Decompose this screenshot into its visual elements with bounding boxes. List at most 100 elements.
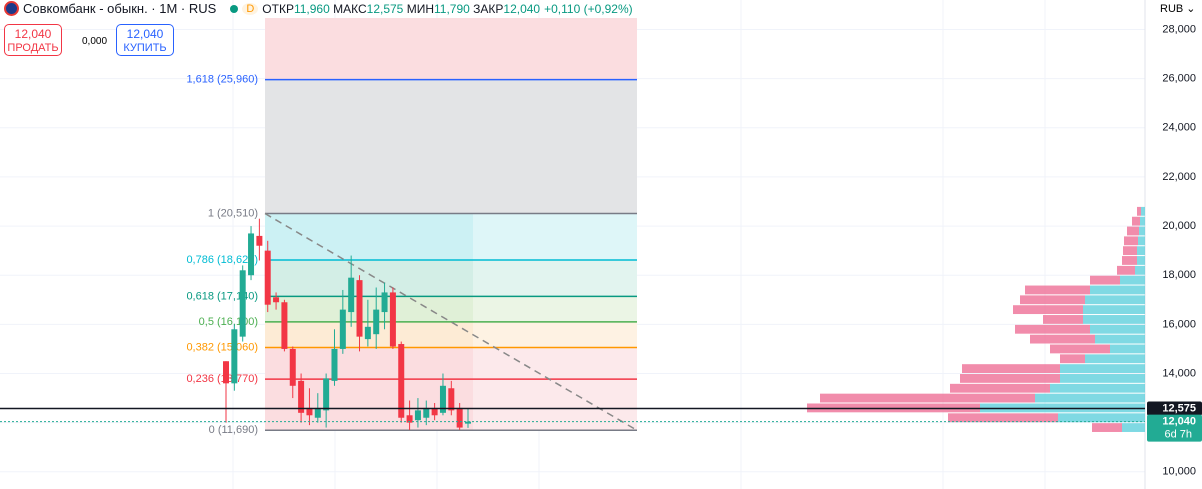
candle-body [239,270,246,337]
candle-body [231,329,238,384]
vp-down [1092,423,1122,432]
vp-down [962,364,1060,374]
candle-body [439,385,446,413]
vp-up [1110,344,1145,354]
vp-up [1140,216,1145,226]
price-tag [1147,414,1202,442]
vp-up [1141,206,1145,216]
fib-zone [265,259,637,297]
vp-down [950,383,1050,393]
stat-label: МИН [406,1,434,16]
sell-price: 12,040 [14,27,52,41]
stats: ОТКР11,960 МАКС12,575 МИН11,790 ЗАКР12,0… [262,2,540,16]
vp-down [1123,246,1137,256]
fib-zone [265,79,637,214]
vp-down [1117,265,1135,275]
candle-body [423,407,430,418]
vp-up [1137,256,1145,265]
fib-zone [265,347,637,380]
candle-body [406,415,413,423]
candle-body [348,277,355,313]
fib-label: 1 (20,510) [208,207,258,219]
candle-body [306,407,313,416]
fib-label: 0,5 (16,100) [199,316,258,328]
candle-body [264,250,271,305]
vp-down [1025,285,1090,295]
vp-up [1137,246,1145,256]
y-tick-label: 26,000 [1162,73,1196,85]
candle-body [223,361,229,384]
stat-value: 12,575 [366,1,404,16]
vp-down [1015,324,1090,334]
candle-body [323,378,330,411]
vp-up [1035,393,1145,403]
sell-button[interactable]: 12,040 ПРОДАТЬ [4,24,62,56]
fib-label: 0,786 (18,620) [186,254,258,266]
fib-zone [265,321,637,348]
candle-body [373,309,380,335]
badge: D [242,2,259,15]
buy-label: КУПИТЬ [123,42,167,54]
vp-up [1060,374,1145,383]
vp-up [1050,383,1145,393]
candle-body [339,309,346,349]
vp-down [960,374,1060,383]
candle-body [398,344,405,418]
candle-body [298,380,305,413]
price-tag-note: 6d 7h [1164,429,1192,441]
vp-down [1030,334,1095,344]
stat-value: 11,790 [434,1,470,16]
candle-body [431,407,438,416]
fib-label: 0,382 (15,060) [186,341,258,353]
vp-up [1085,354,1145,364]
currency-label: RUB [1160,3,1184,15]
candle-body [456,407,463,428]
candle-body [273,297,280,303]
currency[interactable]: RUB ⌄ [1160,3,1196,15]
fib-zone-top [265,18,637,80]
y-tick-label: 14,000 [1162,367,1196,379]
vp-down [1122,256,1137,265]
stat-label: МАКС [333,1,367,16]
status-dot [230,4,239,13]
price-tag-label: 12,040 [1162,416,1196,428]
buy-button[interactable]: 12,040 КУПИТЬ [116,24,174,56]
vp-up [1095,334,1145,344]
vp-down [1013,305,1083,315]
y-tick-label: 18,000 [1162,269,1196,281]
candle-body [314,407,321,418]
y-tick-label: 24,000 [1162,122,1196,134]
vp-down [1043,315,1083,324]
y-tick-label: 22,000 [1162,171,1196,183]
vp-up [1090,285,1145,295]
vp-up [1083,315,1145,324]
symbol[interactable]: Совкомбанк - обыкн. · 1М · RUS [23,1,217,16]
candle-body [381,292,388,313]
vp-down [1137,206,1141,216]
buy-price: 12,040 [126,27,164,41]
candle-body [364,326,371,340]
candle-body [331,348,338,381]
vp-down [1124,236,1138,246]
vp-up [1120,275,1145,285]
price-tag [1147,401,1202,416]
vp-down [1050,344,1110,354]
candle-body [356,280,363,337]
fib-label: 0,236 (13,770) [186,373,258,385]
vp-down [1132,216,1140,226]
y-tick-label: 28,000 [1162,23,1196,35]
vp-up [1058,413,1145,423]
vp-down [1127,226,1139,236]
vp-up [1083,305,1145,315]
stat-label: ОТКР [262,1,294,16]
vp-down [1060,354,1085,364]
vp-up [1085,295,1145,305]
fib-label: 1,618 (25,960) [186,74,258,86]
candle-body [448,388,455,411]
header: Совкомбанк - обыкн. · 1М · RUS D ОТКР11,… [4,1,633,16]
fib-label: 0,618 (17,140) [186,290,258,302]
logo [4,1,19,16]
vp-down [1020,295,1085,305]
change: +0,110 (+0,92%) [544,1,633,16]
